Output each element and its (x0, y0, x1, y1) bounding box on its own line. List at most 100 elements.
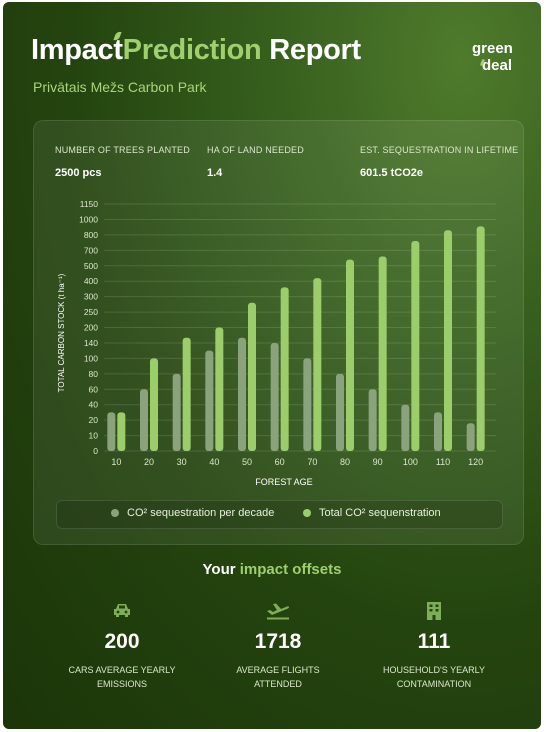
caption-line: EMISSIONS (96, 679, 147, 689)
logo-line-1: green (472, 40, 513, 57)
green-deal-logo: green deal (472, 40, 513, 74)
offset-flights: 1718 AVERAGE FLIGHTS ATTENDED (203, 602, 353, 691)
offset-caption: AVERAGE FLIGHTS ATTENDED (203, 663, 353, 691)
plane-icon (203, 602, 353, 620)
y-tick-label: 700 (84, 245, 98, 255)
x-tick-label: 10 (111, 457, 121, 467)
building-icon (359, 602, 509, 620)
stat-label: HA OF LAND NEEDED (207, 145, 304, 155)
y-tick-label: 400 (84, 276, 98, 286)
bar-per-decade (336, 373, 344, 451)
y-tick-label: 300 (84, 292, 98, 302)
caption-line: AVERAGE FLIGHTS (236, 665, 320, 675)
legend-item-per-decade: CO² sequestration per decade (111, 507, 274, 519)
x-axis-label: FOREST AGE (255, 477, 312, 487)
y-tick-label: 250 (84, 307, 98, 317)
legend-item-total: Total CO² sequenstration (303, 507, 441, 519)
bar-per-decade (434, 412, 442, 451)
bar-per-decade (140, 389, 148, 451)
x-tick-label: 110 (436, 457, 450, 467)
bar-per-decade (303, 358, 312, 451)
bar-per-decade (107, 412, 116, 451)
y-axis-label: TOTAL CARBON STOCK (t ha⁻¹) (57, 273, 66, 392)
carbon-stock-bar-chart: 0 10 20 40 60 80 100 140 200 250 300 400 500 700 800 10… (57, 199, 496, 487)
stat-value: 1.4 (207, 167, 223, 179)
chart-grid (104, 203, 496, 452)
offset-value: 111 (417, 630, 451, 653)
stat-land-needed: HA OF LAND NEEDED 1.4 (207, 145, 304, 179)
y-tick-label: 100 (84, 353, 98, 363)
bar-total (248, 302, 256, 451)
x-tick-label: 80 (340, 457, 350, 467)
chart-bars (107, 226, 485, 451)
y-tick-label: 140 (84, 338, 98, 348)
caption-line: ATTENDED (254, 679, 302, 689)
y-tick-label: 1150 (80, 199, 99, 209)
stat-value: 2500 pcs (55, 167, 102, 179)
page-subtitle: Privātais Mežs Carbon Park (33, 79, 207, 95)
car-icon (47, 602, 197, 620)
bar-total (444, 230, 452, 451)
bar-per-decade (368, 389, 377, 451)
y-tick-label: 200 (84, 323, 98, 333)
y-tick-label: 80 (89, 369, 99, 379)
bar-per-decade (172, 373, 181, 451)
stat-label: NUMBER OF TREES PLANTED (55, 145, 190, 155)
x-tick-label: 90 (373, 457, 383, 467)
chart-panel: NUMBER OF TREES PLANTED 2500 pcs HA OF L… (33, 120, 524, 545)
stat-label: EST. SEQUESTRATION IN LIFETIME (360, 145, 519, 155)
y-tick-label: 20 (89, 415, 99, 425)
stat-sequestration: EST. SEQUESTRATION IN LIFETIME 601.5 tCO… (360, 145, 518, 179)
offset-caption: CARS AVERAGE YEARLY EMISSIONS (47, 663, 197, 691)
x-tick-label: 20 (144, 457, 154, 467)
chart-ticks: 0 10 20 40 60 80 100 140 200 250 300 400 500 700 800 10… (79, 199, 483, 467)
legend-label: Total CO² sequenstration (319, 507, 441, 519)
y-tick-label: 60 (89, 384, 99, 394)
stat-value: 601.5 tCO2e (360, 167, 423, 179)
y-tick-label: 1000 (79, 214, 98, 224)
offsets-heading-word: Your (202, 561, 236, 578)
x-tick-label: 30 (177, 457, 187, 467)
y-tick-label: 10 (89, 431, 99, 441)
x-tick-label: 100 (403, 457, 418, 467)
chart-legend: CO² sequestration per decade Total CO² s… (56, 500, 503, 529)
x-tick-label: 50 (242, 457, 252, 467)
caption-line: HOUSEHOLD'S YEARLY (383, 665, 485, 675)
bar-total (117, 412, 126, 451)
logo-line-2: deal (482, 57, 513, 74)
bar-total (411, 241, 420, 451)
bar-total (476, 226, 485, 451)
y-tick-label: 40 (89, 400, 99, 410)
bar-per-decade (270, 342, 279, 451)
x-tick-label: 60 (275, 457, 285, 467)
x-tick-label: 120 (468, 457, 483, 467)
report-page: ImpactPrediction Report Privātais Mežs C… (3, 2, 541, 729)
bar-per-decade (205, 350, 214, 451)
offset-caption: HOUSEHOLD'S YEARLY CONTAMINATION (359, 663, 509, 691)
y-tick-label: 500 (84, 261, 98, 271)
y-tick-label: 800 (84, 230, 98, 240)
bar-total (280, 287, 289, 451)
bar-total (150, 358, 158, 451)
legend-dot (111, 509, 119, 517)
y-tick-label: 0 (93, 446, 98, 456)
bar-total (215, 327, 224, 451)
caption-line: CONTAMINATION (396, 679, 472, 689)
offset-cars: 200 CARS AVERAGE YEARLY EMISSIONS (47, 602, 197, 691)
title-word-prediction: Prediction (122, 34, 262, 66)
x-tick-label: 40 (209, 457, 219, 467)
bar-total (313, 278, 322, 451)
legend-label: CO² sequestration per decade (127, 507, 275, 519)
offsets-heading: Your impact offsets (3, 561, 541, 578)
bar-per-decade (466, 423, 475, 451)
x-tick-label: 70 (307, 457, 317, 467)
offset-value: 200 (104, 630, 140, 653)
caption-line: CARS AVERAGE YEARLY (68, 665, 176, 675)
bar-total (378, 256, 387, 451)
bar-total (346, 259, 354, 451)
title-word-impact: Impact (31, 34, 123, 66)
title-word-report: Report (269, 34, 361, 66)
offset-value: 1718 (254, 630, 302, 653)
legend-dot (303, 509, 311, 517)
page-title: ImpactPrediction Report (31, 30, 361, 67)
